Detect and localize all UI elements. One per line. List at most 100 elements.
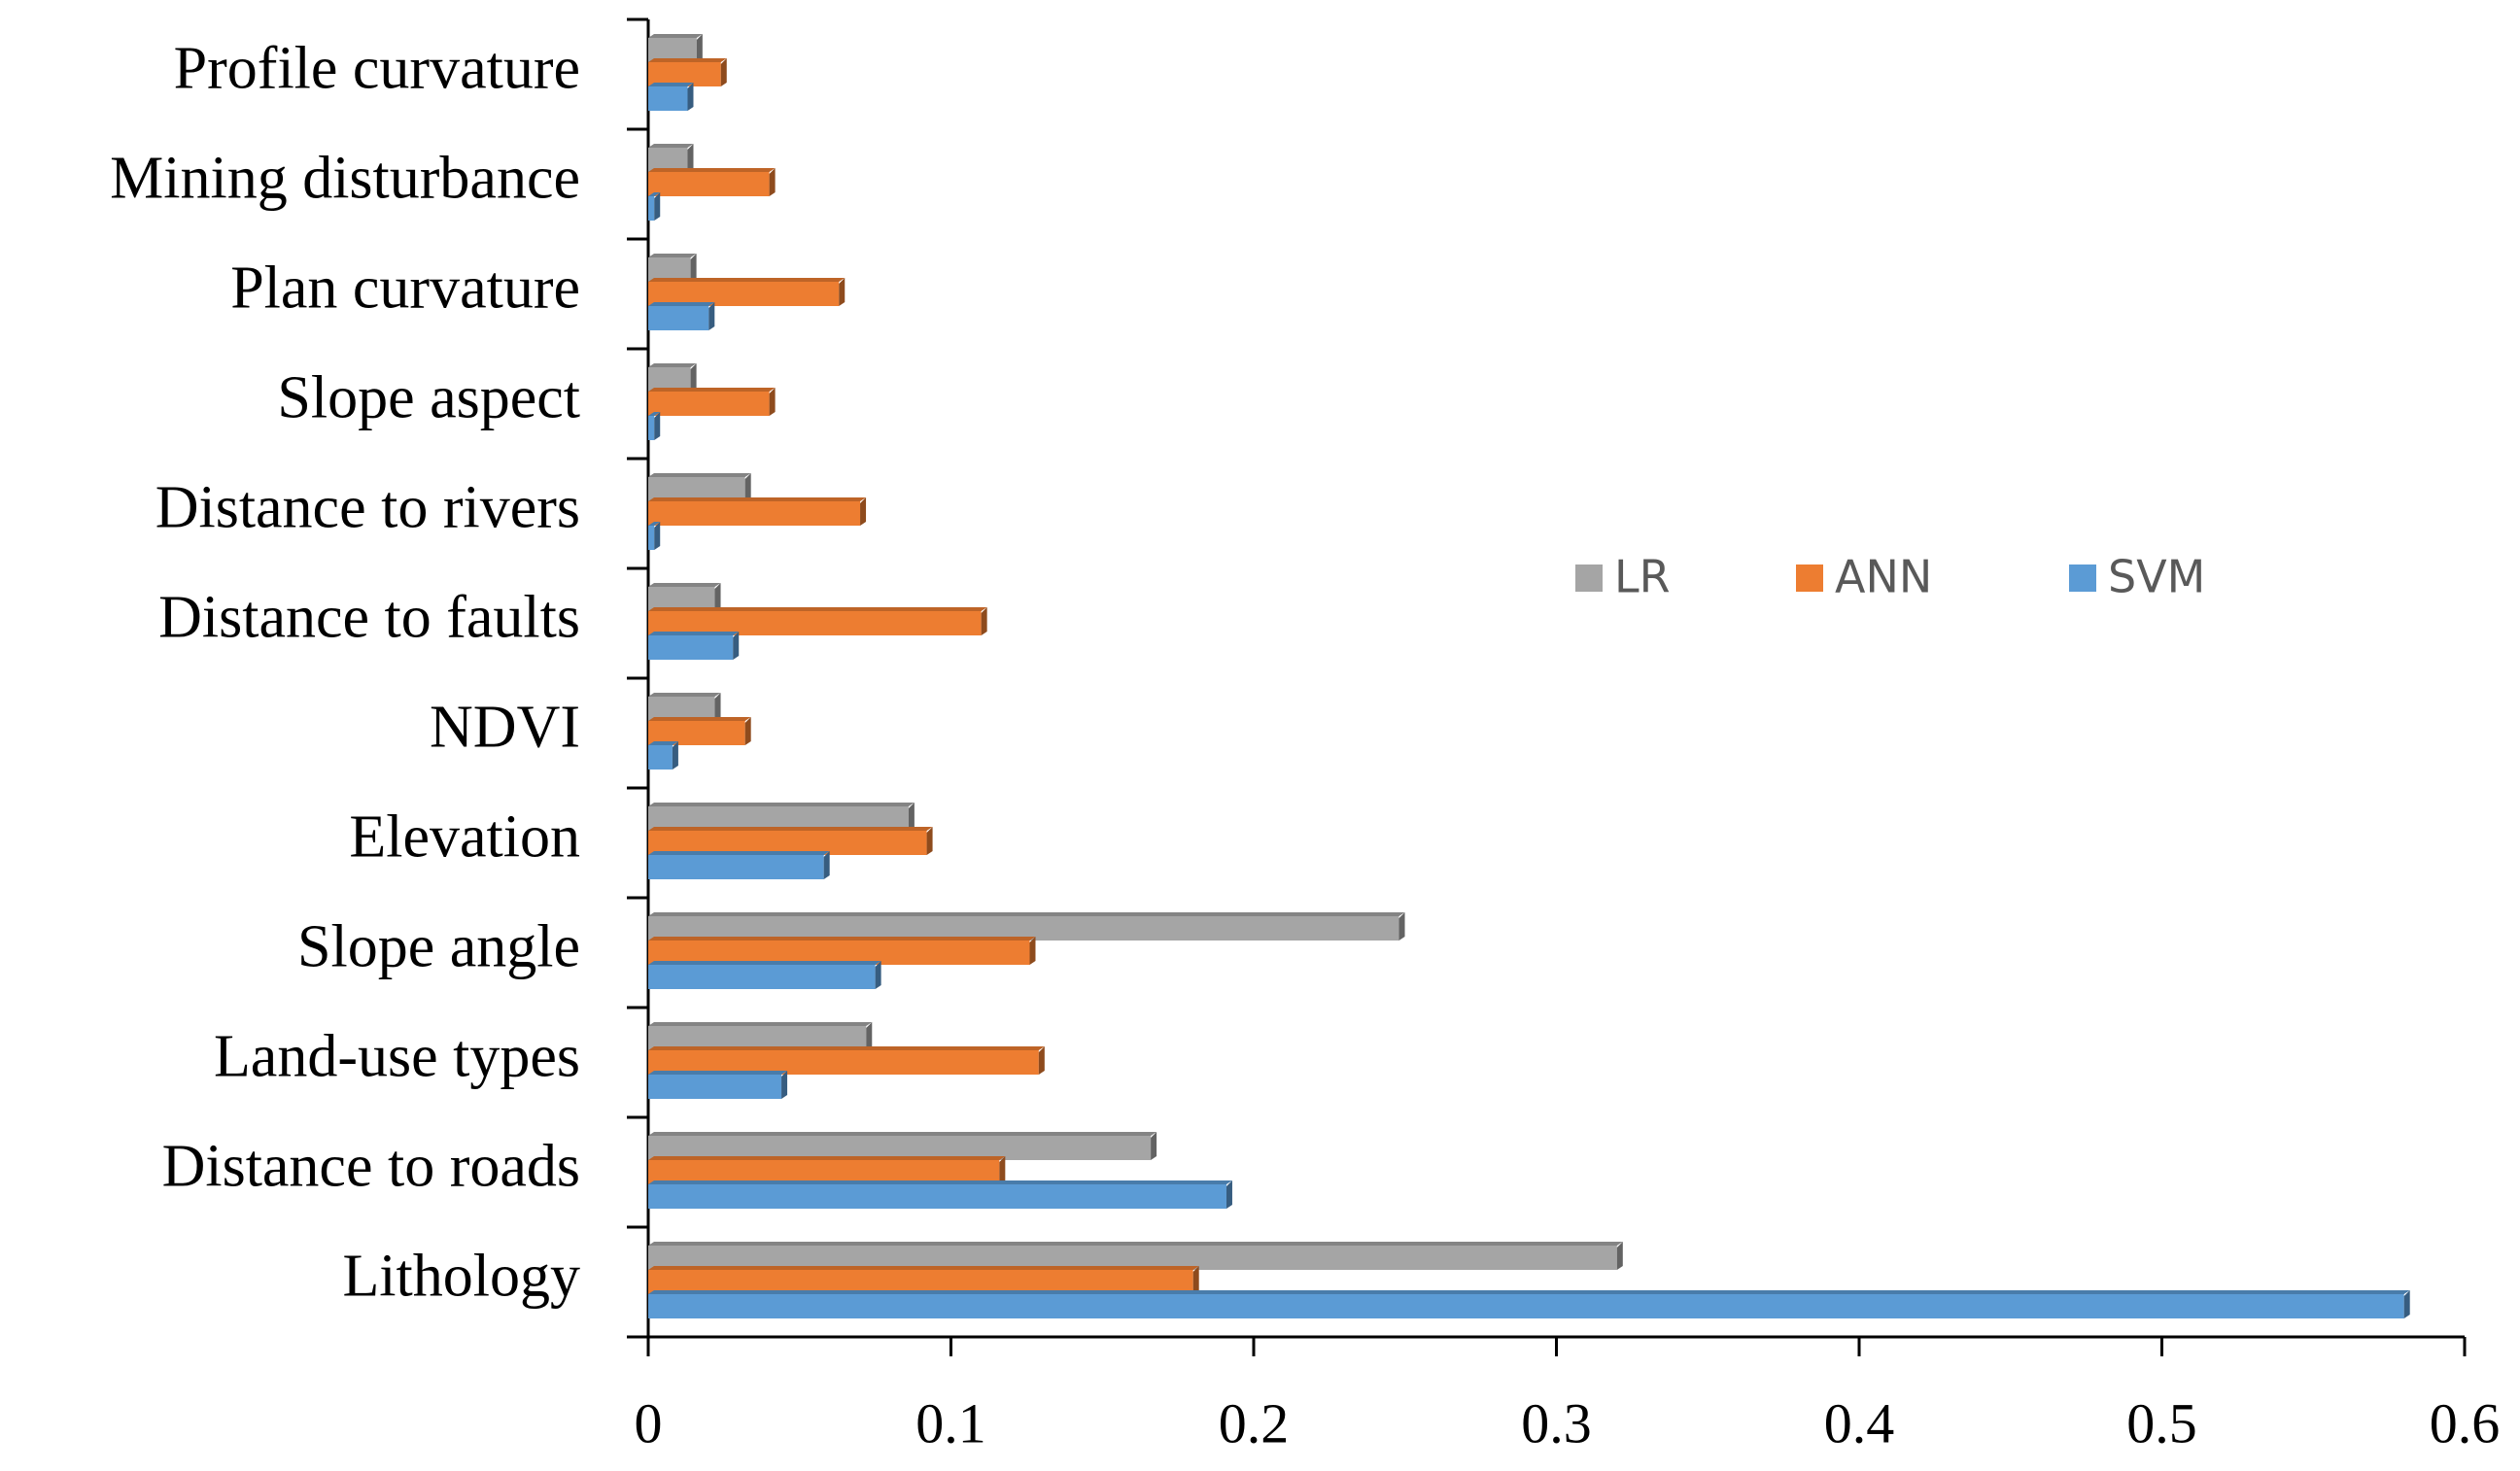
- bar-top: [648, 34, 703, 38]
- bar: [648, 392, 770, 416]
- bar: [648, 1160, 1000, 1184]
- bar-top: [648, 168, 776, 172]
- bar: [648, 916, 1399, 941]
- bar-top: [648, 1156, 1006, 1160]
- bar-top: [648, 83, 694, 86]
- bar-depth: [744, 717, 751, 745]
- bar-depth: [781, 1071, 788, 1099]
- bar: [648, 697, 715, 721]
- bar-depth: [981, 607, 987, 635]
- category-label: Distance to roads: [162, 1134, 580, 1200]
- bar-top: [648, 607, 987, 611]
- bar-depth: [733, 632, 740, 660]
- bar-top: [648, 1046, 1045, 1050]
- bar: [648, 806, 909, 831]
- bar-top: [648, 1071, 788, 1075]
- bar: [648, 745, 673, 770]
- bar: [648, 148, 688, 172]
- bar: [648, 721, 745, 745]
- legend-label: ANN: [1835, 551, 1932, 603]
- bar-depth: [744, 473, 751, 501]
- bar-top: [648, 693, 721, 697]
- bar-depth: [654, 192, 661, 221]
- bar-depth: [908, 803, 915, 831]
- bar: [648, 587, 715, 611]
- bar-depth: [654, 412, 661, 440]
- category-label: Slope angle: [297, 914, 580, 980]
- bar: [648, 831, 927, 855]
- bar-top: [648, 961, 881, 965]
- bar-top: [648, 1266, 1199, 1270]
- bar-depth: [839, 278, 846, 306]
- bar-depth: [823, 851, 830, 879]
- bar-top: [648, 827, 933, 831]
- bar: [648, 941, 1030, 965]
- bar: [648, 501, 861, 526]
- bar-depth: [690, 254, 697, 282]
- bar: [648, 196, 655, 221]
- category-label: Profile curvature: [174, 36, 580, 102]
- bar-depth: [860, 497, 867, 526]
- bar-top: [648, 1022, 873, 1026]
- bar-top: [648, 912, 1405, 916]
- bar: [648, 282, 840, 306]
- bar-top: [648, 192, 661, 196]
- bar-top: [648, 1132, 1157, 1136]
- bar: [648, 526, 655, 550]
- bar-depth: [696, 34, 703, 62]
- legend-label: SVM: [2108, 551, 2205, 603]
- x-tick-label: 0.1: [915, 1391, 986, 1454]
- bar-top: [648, 388, 776, 392]
- category-label: Distance to faults: [158, 585, 580, 651]
- bar: [648, 1136, 1152, 1160]
- bar: [648, 1075, 782, 1099]
- bar-depth: [654, 522, 661, 550]
- category-label: Slope aspect: [277, 365, 580, 431]
- bar: [648, 855, 824, 879]
- bar-top: [648, 741, 678, 745]
- bar-top: [648, 144, 694, 148]
- legend-swatch: [1796, 564, 1823, 592]
- x-tick-label: 0.6: [2430, 1391, 2501, 1454]
- bar: [648, 306, 709, 330]
- bar: [648, 86, 688, 111]
- bar: [648, 1050, 1039, 1075]
- bar-depth: [714, 583, 721, 611]
- bar-top: [648, 363, 697, 367]
- bar-depth: [687, 83, 694, 111]
- bar-top: [648, 254, 697, 257]
- legend-swatch: [2069, 564, 2096, 592]
- category-label: Plan curvature: [230, 256, 580, 322]
- bar-top: [648, 473, 751, 477]
- x-tick-label: 0: [635, 1391, 663, 1454]
- x-tick-label: 0.5: [2126, 1391, 2197, 1454]
- bar-depth: [875, 961, 881, 989]
- bar-depth: [1029, 937, 1036, 965]
- bar-depth: [999, 1156, 1006, 1184]
- bar: [648, 1294, 2404, 1318]
- bar: [648, 62, 721, 86]
- bar: [648, 1026, 867, 1050]
- bar-depth: [769, 168, 776, 196]
- category-label: Lithology: [342, 1244, 580, 1310]
- bar-top: [648, 522, 661, 526]
- category-label: Elevation: [349, 804, 580, 871]
- bar-top: [648, 583, 721, 587]
- x-tick-label: 0.2: [1219, 1391, 1290, 1454]
- bar-depth: [926, 827, 933, 855]
- legend-swatch: [1575, 564, 1603, 592]
- bar-top: [648, 717, 751, 721]
- bar-depth: [687, 144, 694, 172]
- bar-top: [648, 803, 915, 806]
- bar-top: [648, 278, 846, 282]
- bar-top: [648, 851, 830, 855]
- bar: [648, 965, 876, 989]
- category-label: Mining disturbance: [110, 146, 580, 212]
- bar-depth: [866, 1022, 873, 1050]
- bar-depth: [1192, 1266, 1199, 1294]
- bar-depth: [708, 302, 715, 330]
- category-label: NDVI: [430, 695, 580, 761]
- bar-top: [648, 1180, 1232, 1184]
